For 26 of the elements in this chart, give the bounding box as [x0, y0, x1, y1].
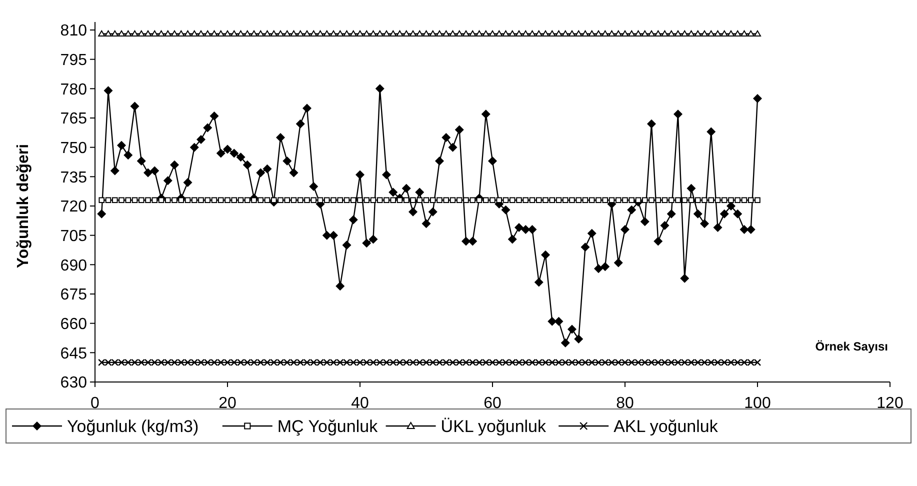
y-tick-label: 795: [60, 52, 88, 69]
y-tick-label: 735: [60, 169, 88, 186]
y-tick-label: 810: [60, 22, 88, 40]
x-tick-label: 0: [90, 395, 100, 412]
x-tick-label: 40: [351, 395, 369, 412]
legend-label: MÇ Yoğunluk: [277, 417, 378, 436]
legend-label: AKL yoğunluk: [614, 417, 718, 436]
x-tick-label: 80: [616, 395, 634, 412]
y-tick-label: 630: [60, 374, 88, 392]
y-tick-label: 705: [60, 228, 88, 245]
y-tick-label: 720: [60, 198, 88, 216]
y-tick-label: 645: [60, 345, 88, 362]
x-tick-label: 120: [876, 395, 904, 412]
x-tick-label: 100: [744, 395, 771, 412]
legend-label: ÜKL yoğunluk: [440, 417, 547, 436]
x-axis-title: Örnek Sayısı: [815, 340, 888, 354]
y-tick-label: 765: [60, 110, 88, 128]
x-tick-label: 20: [218, 395, 236, 412]
legend-label: Yoğunluk (kg/m3): [67, 417, 199, 436]
x-tick-label: 60: [484, 395, 502, 412]
y-tick-label: 675: [60, 286, 88, 304]
y-tick-label: 780: [60, 81, 88, 98]
y-tick-label: 750: [60, 140, 88, 157]
y-tick-label: 690: [60, 257, 88, 274]
y-tick-label: 660: [60, 316, 88, 333]
y-axis-title: Yoğunluk değeri: [15, 144, 32, 268]
